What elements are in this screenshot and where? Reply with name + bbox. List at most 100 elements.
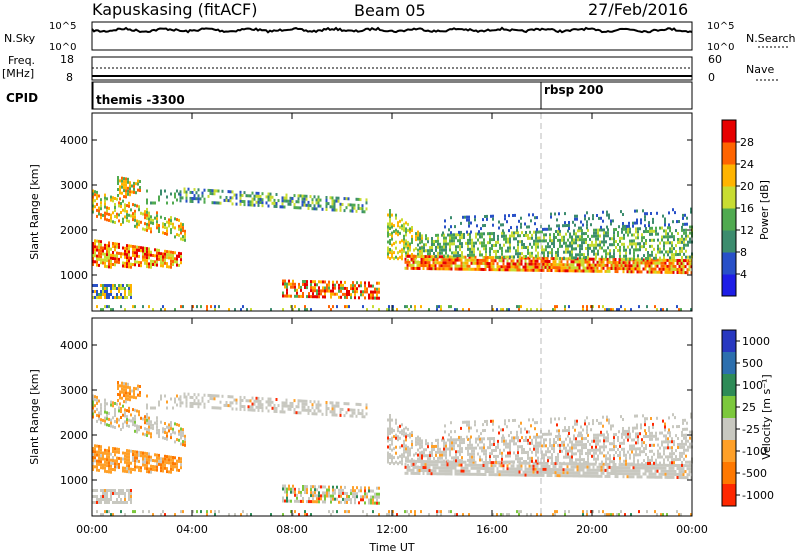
power-echo-cell — [297, 200, 300, 204]
velocity-echo-cell — [579, 455, 581, 459]
power-echo-cell — [114, 206, 116, 209]
power-echo-cell — [314, 289, 316, 293]
velocity-echo-cell — [604, 468, 607, 472]
velocity-echo-cell — [592, 468, 595, 472]
velocity-echo-cell — [164, 394, 166, 398]
velocity-echo-cell — [527, 450, 529, 454]
velocity-echo-cell — [108, 501, 110, 504]
power-echo-cell — [122, 261, 124, 265]
power-echo-cell — [664, 223, 666, 227]
velocity-echo-cell — [355, 414, 358, 418]
power-echo-cell — [348, 293, 350, 296]
velocity-echo-cell — [283, 401, 286, 405]
power-echo-cell — [462, 264, 465, 268]
velocity-echo-cell — [134, 417, 136, 421]
power-echo-cell — [469, 250, 471, 254]
velocity-echo-cell — [618, 472, 621, 476]
velocity-echo-cell — [660, 469, 663, 473]
velocity-echo-cell — [561, 443, 563, 447]
velocity-echo-cell — [566, 462, 569, 466]
power-echo-cell — [391, 231, 393, 235]
velocity-echo-cell — [614, 466, 617, 469]
power-echo-cell — [469, 241, 471, 245]
velocity-echo-cell — [539, 435, 541, 439]
power-echo-cell — [579, 250, 581, 254]
power-echo-cell — [485, 253, 487, 257]
power-echo-cell — [564, 263, 567, 267]
power-echo-cell — [403, 237, 405, 241]
power-echo-cell — [681, 225, 683, 229]
power-echo-cell — [166, 262, 168, 266]
power-echo-cell — [502, 259, 505, 263]
velocity-echo-cell — [439, 453, 441, 457]
velocity-echo-cell — [116, 498, 118, 501]
velocity-echo-cell — [575, 437, 577, 441]
power-echo-cell — [199, 197, 202, 201]
velocity-echo-cell — [131, 395, 133, 399]
power-echo-cell — [579, 253, 581, 257]
velocity-echo-cell — [364, 495, 366, 499]
power-echo-cell — [656, 308, 658, 312]
velocity-echo-cell — [148, 455, 150, 459]
power-echo-cell — [393, 251, 395, 255]
power-echo-cell — [295, 200, 298, 204]
power-echo-cell — [579, 229, 581, 233]
power-echo-cell — [129, 190, 131, 194]
velocity-echo-cell — [540, 464, 543, 468]
velocity-echo-cell — [393, 456, 395, 460]
velocity-echo-cell — [110, 418, 112, 422]
power-echo-cell — [609, 249, 611, 253]
power-echo-cell — [437, 251, 439, 255]
power-echo-cell — [621, 230, 623, 234]
power-echo-cell — [470, 258, 473, 262]
power-echo-cell — [110, 290, 112, 293]
power-echo-cell — [438, 305, 440, 309]
velocity-echo-cell — [512, 473, 515, 477]
power-echo-cell — [530, 259, 533, 263]
power-echo-cell — [685, 234, 687, 238]
velocity-echo-cell — [342, 497, 344, 501]
velocity-echo-cell — [322, 491, 324, 495]
power-echo-cell — [431, 240, 433, 243]
power-echo-cell — [479, 235, 481, 239]
power-echo-cell — [448, 264, 451, 268]
power-echo-cell — [120, 284, 122, 287]
power-echo-cell — [368, 281, 370, 285]
velocity-echo-cell — [668, 475, 671, 479]
power-echo-cell — [671, 235, 673, 239]
velocity-echo-cell — [541, 444, 543, 448]
velocity-echo-cell — [610, 466, 613, 469]
velocity-echo-cell — [403, 445, 405, 449]
velocity-echo-cell — [514, 467, 517, 471]
velocity-echo-cell — [142, 451, 144, 455]
power-echo-cell — [587, 249, 589, 253]
power-echo-cell — [492, 217, 494, 221]
velocity-echo-cell — [469, 452, 471, 456]
power-echo-cell — [512, 265, 515, 269]
power-echo-cell — [391, 249, 393, 253]
velocity-echo-cell — [405, 444, 407, 448]
power-echo-cell — [513, 246, 515, 250]
velocity-echo-cell — [676, 464, 679, 467]
power-echo-cell — [581, 232, 583, 236]
power-echo-cell — [678, 268, 681, 271]
velocity-echo-cell — [335, 404, 338, 408]
power-echo-cell — [575, 253, 577, 257]
velocity-echo-cell — [532, 470, 535, 474]
velocity-echo-cell — [110, 495, 112, 498]
power-echo-cell — [338, 289, 340, 293]
power-echo-cell — [118, 219, 120, 223]
velocity-echo-cell — [547, 447, 549, 451]
velocity-echo-cell — [563, 443, 565, 447]
velocity-echo-cell — [299, 411, 302, 415]
power-echo-cell — [96, 305, 98, 309]
power-echo-cell — [387, 225, 389, 229]
power-echo-cell — [146, 228, 148, 232]
power-echo-cell — [148, 220, 150, 224]
power-echo-cell — [463, 236, 465, 239]
power-echo-cell — [166, 253, 168, 257]
velocity-echo-cell — [227, 404, 230, 408]
power-echo-cell — [575, 235, 577, 239]
velocity-echo-cell — [347, 402, 350, 406]
power-echo-cell — [287, 199, 290, 203]
